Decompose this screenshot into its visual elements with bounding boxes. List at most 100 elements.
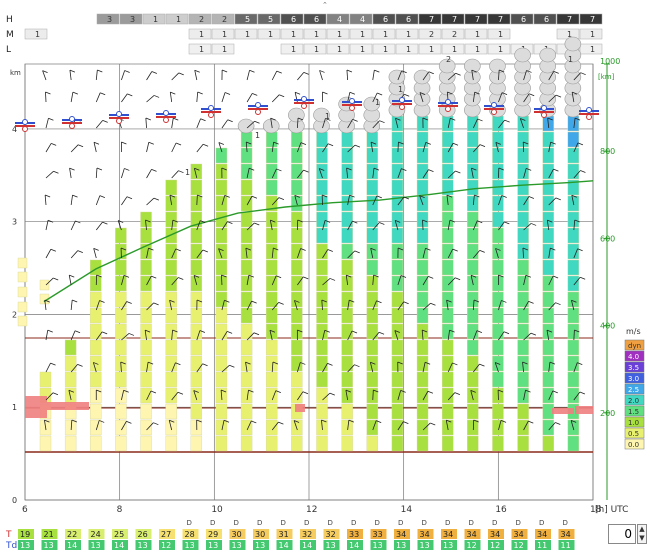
- temperature-cell: [229, 529, 246, 539]
- wind-barb-icon: [196, 363, 203, 373]
- precip-symbol: D: [234, 519, 239, 527]
- wind-barb-flag: [153, 422, 159, 426]
- temperature-value: 33: [373, 530, 383, 539]
- temperature-value: 26: [138, 530, 148, 539]
- wind-barb-flag: [523, 141, 529, 145]
- wind-barb-icon: [522, 362, 524, 373]
- cloud-cell-mid-value: 1: [475, 30, 480, 39]
- wind-barb-icon: [397, 301, 404, 311]
- wind-barb-icon: [397, 141, 399, 153]
- thermal-cell: [492, 403, 504, 420]
- wind-barb-flag: [354, 250, 360, 254]
- wind-barb-flag: [422, 329, 428, 333]
- thermal-cell: [64, 387, 77, 404]
- thermal-cell: [115, 387, 127, 404]
- cloud-cell-low: [395, 43, 419, 55]
- wind-barb-flag: [93, 362, 99, 365]
- temperature-cell: [347, 529, 363, 539]
- wind-barb-flag: [102, 331, 108, 335]
- wind-barb-icon: [220, 390, 223, 401]
- wind-barb-flag: [93, 141, 100, 145]
- thermal-cell: [266, 339, 278, 356]
- wind-barb-flag: [227, 221, 233, 224]
- wind-barb-icon: [573, 220, 576, 231]
- cloud-cell-high-value: 7: [452, 15, 457, 24]
- thermal-cell: [165, 291, 177, 308]
- wind-barb-flag: [69, 167, 75, 171]
- wind-barb-flag: [124, 168, 130, 171]
- thermal-cell: [567, 163, 580, 180]
- wind-barb-icon: [347, 330, 353, 341]
- wind-barb-icon: [347, 92, 351, 103]
- wind-barb-icon: [45, 362, 51, 373]
- thermal-cell: [441, 275, 454, 292]
- wind-barb-icon: [269, 220, 273, 231]
- wind-barb-icon: [294, 195, 298, 206]
- wind-barb-icon: [121, 301, 128, 311]
- thermal-cell: [542, 195, 554, 212]
- wind-barb-icon: [571, 92, 575, 103]
- thermal-cell: [240, 371, 253, 388]
- thermal-cell: [542, 147, 554, 164]
- thermal-cell: [366, 259, 378, 276]
- cloud-row-label-m: M: [6, 30, 14, 40]
- wind-barb-icon: [319, 70, 323, 81]
- thermal-cell: [266, 307, 278, 324]
- precip-symbol: D: [210, 519, 215, 527]
- thermal-cell: [165, 179, 177, 196]
- wind-barb-icon: [293, 420, 298, 431]
- temperature-value: 27: [161, 530, 171, 539]
- wind-barb-icon: [92, 362, 97, 373]
- wind-barb-flag: [44, 419, 50, 423]
- legend-label: 3.5: [628, 364, 639, 372]
- temperature-value: 19: [20, 530, 30, 539]
- temperature-value: 30: [255, 530, 265, 539]
- cloud-cell-low: [487, 43, 511, 55]
- wind-barb-icon: [447, 277, 456, 286]
- wind-barb-flag: [121, 141, 127, 145]
- wind-barb-icon: [322, 330, 326, 341]
- thermal-cell: [341, 195, 353, 212]
- wind-barb-icon: [322, 249, 329, 259]
- wind-barb-icon: [472, 92, 476, 103]
- wind-barb-flag: [547, 117, 553, 121]
- wind-barb-flag: [401, 168, 407, 171]
- spinner-arrows-icon[interactable]: ▲ ▼: [637, 524, 647, 544]
- wind-barb-flag: [148, 141, 154, 145]
- wind-barb-icon: [471, 70, 474, 81]
- wind-barb-icon: [523, 93, 530, 103]
- wind-barb-icon: [221, 300, 225, 311]
- wind-barb-flag: [403, 196, 410, 200]
- wind-barb-icon: [548, 71, 555, 81]
- wind-barb-icon: [473, 363, 480, 373]
- wind-barb-flag: [300, 362, 306, 365]
- offset-spinner-input[interactable]: 0: [608, 524, 636, 544]
- thermal-cell: [266, 243, 278, 260]
- cloud-cell-low: [464, 43, 488, 55]
- wind-barb-flag: [169, 299, 175, 303]
- wind-barb-icon: [370, 248, 374, 259]
- temperature-value: 34: [396, 530, 406, 539]
- moisture-cell: [17, 271, 28, 283]
- wind-barb-flag: [96, 274, 102, 278]
- cloud-puff-icon: [413, 69, 431, 85]
- cloud-cell-mid: [280, 28, 304, 40]
- wind-barb-flag: [153, 197, 160, 201]
- cloud-puff-icon: [489, 58, 506, 74]
- dewpoint-row-label: Td: [5, 541, 17, 551]
- wind-barb-icon: [70, 364, 78, 373]
- thermal-cell: [366, 419, 378, 436]
- wind-barb-flag: [99, 420, 105, 423]
- wind-barb-flag: [200, 118, 206, 122]
- wind-barb-icon: [473, 250, 481, 259]
- wind-barb-icon: [422, 391, 429, 401]
- wind-barb-flag: [248, 389, 254, 393]
- thermal-cell: [492, 419, 504, 436]
- wind-barb-flag: [193, 275, 200, 278]
- wind-barb-flag: [120, 247, 127, 251]
- thermal-cell: [291, 355, 303, 372]
- thermal-cell: [316, 147, 328, 164]
- thermal-cell: [341, 211, 353, 228]
- thermal-cell: [140, 259, 152, 276]
- marker-dot-icon: [116, 111, 122, 117]
